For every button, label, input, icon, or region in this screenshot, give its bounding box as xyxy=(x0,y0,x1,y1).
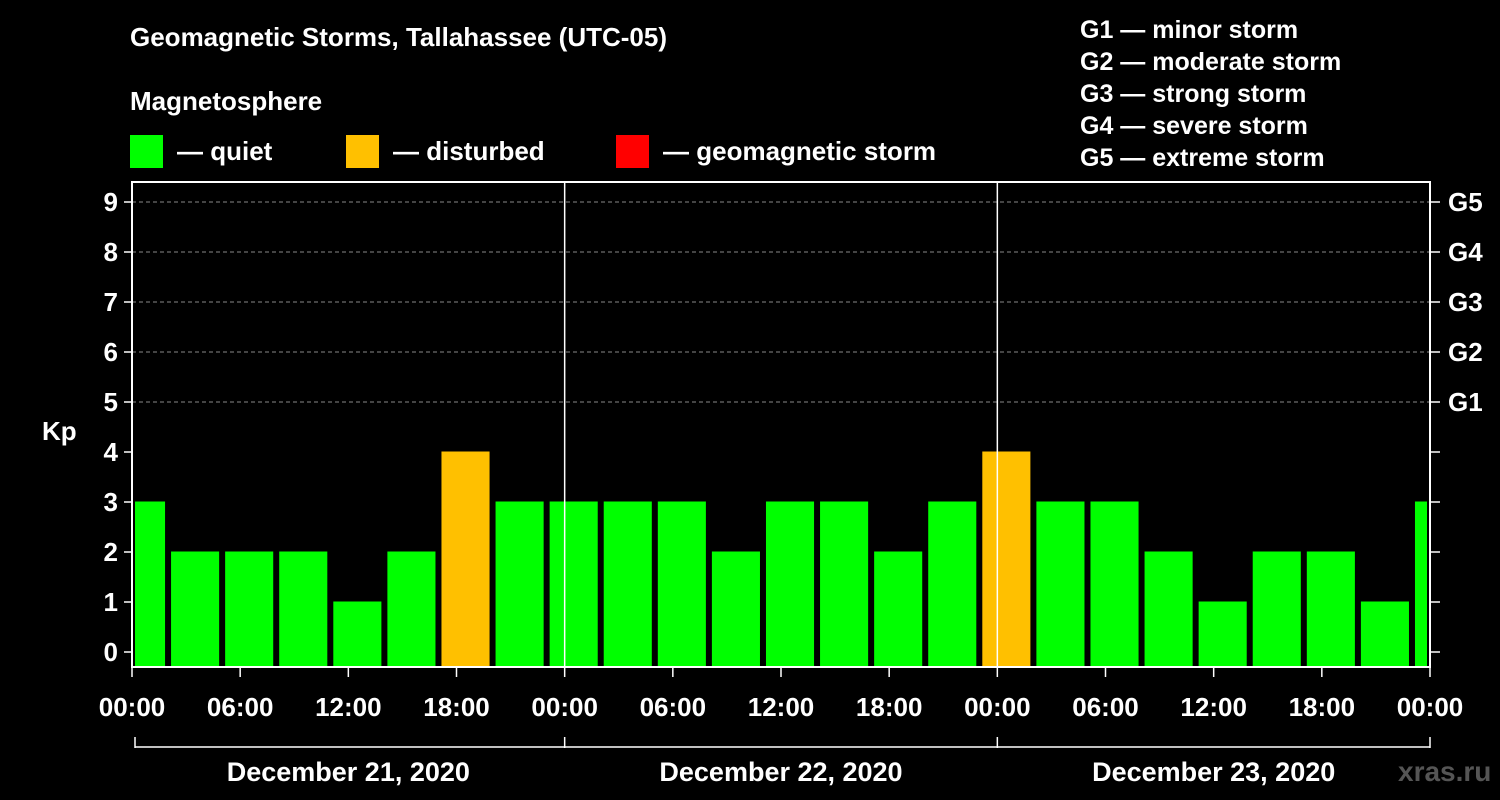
x-tick-label: 18:00 xyxy=(1289,692,1356,722)
storm-scale-g2: G2 — moderate storm xyxy=(1080,48,1342,76)
y-tick-label: 9 xyxy=(104,187,118,217)
storm-scale-g3: G3 — strong storm xyxy=(1080,80,1307,108)
g-level-label: G1 xyxy=(1448,387,1483,417)
kp-bar xyxy=(441,451,490,667)
kp-bar xyxy=(279,551,328,667)
legend-swatch-disturbed xyxy=(346,134,379,168)
g-level-label: G4 xyxy=(1448,237,1483,267)
kp-bar xyxy=(387,551,436,667)
kp-bar xyxy=(603,501,652,667)
y-tick-label: 4 xyxy=(104,437,119,467)
x-tick-label: 00:00 xyxy=(1397,692,1464,722)
kp-bar xyxy=(1360,601,1409,667)
x-tick-label: 12:00 xyxy=(315,692,382,722)
kp-bar xyxy=(1252,551,1301,667)
x-tick-label: 00:00 xyxy=(99,692,166,722)
kp-bar xyxy=(1090,501,1139,667)
legend-item-quiet: — quiet xyxy=(130,134,272,168)
kp-bar xyxy=(657,501,706,667)
kp-bar xyxy=(1198,601,1247,667)
section-title: Magnetosphere xyxy=(130,86,323,116)
y-axis-label: Kp xyxy=(42,416,77,446)
legend-label-disturbed: — disturbed xyxy=(393,135,545,166)
kp-bar xyxy=(1036,501,1085,667)
kp-bar xyxy=(820,501,869,667)
x-tick-label: 00:00 xyxy=(964,692,1031,722)
x-tick-label: 18:00 xyxy=(856,692,923,722)
g-level-label: G5 xyxy=(1448,187,1483,217)
x-tick-label: 00:00 xyxy=(531,692,598,722)
kp-bar xyxy=(549,501,598,667)
legend-label-storm: — geomagnetic storm xyxy=(663,135,937,166)
kp-bar xyxy=(1414,501,1427,667)
y-tick-label: 1 xyxy=(104,587,118,617)
x-tick-label: 18:00 xyxy=(423,692,490,722)
g-level-label: G3 xyxy=(1448,287,1483,317)
y-tick-label: 5 xyxy=(104,387,118,417)
storm-scale-g4: G4 — severe storm xyxy=(1080,112,1308,140)
kp-bar xyxy=(135,501,166,667)
x-tick-label: 12:00 xyxy=(748,692,815,722)
kp-bar xyxy=(928,501,977,667)
x-tick-label: 12:00 xyxy=(1180,692,1247,722)
y-tick-label: 2 xyxy=(104,537,118,567)
legend-item-disturbed: — disturbed xyxy=(346,134,545,168)
legend-swatch-quiet xyxy=(130,134,163,168)
kp-bar xyxy=(495,501,544,667)
y-tick-label: 6 xyxy=(104,337,118,367)
y-tick-label: 8 xyxy=(104,237,118,267)
y-tick-label: 7 xyxy=(104,287,118,317)
legend-label-quiet: — quiet xyxy=(177,135,273,166)
kp-bar xyxy=(765,501,815,667)
storm-scale-legend: G1 — minor storm G2 — moderate storm G3 … xyxy=(1080,14,1341,174)
kp-bar xyxy=(711,551,760,667)
kp-bar xyxy=(1144,551,1193,667)
day-label: December 21, 2020 xyxy=(227,757,470,787)
kp-bar xyxy=(982,451,1031,667)
day-label: December 22, 2020 xyxy=(659,757,902,787)
x-tick-label: 06:00 xyxy=(1072,692,1139,722)
kp-bar xyxy=(333,601,382,667)
y-tick-label: 3 xyxy=(104,487,118,517)
kp-bar xyxy=(225,551,274,667)
kp-bar xyxy=(1306,551,1355,667)
chart-title: Geomagnetic Storms, Tallahassee (UTC-05) xyxy=(130,22,668,52)
x-tick-label: 06:00 xyxy=(207,692,274,722)
x-tick-label: 06:00 xyxy=(640,692,707,722)
watermark: xras.ru xyxy=(1398,756,1492,787)
kp-bar xyxy=(171,551,220,667)
day-label: December 23, 2020 xyxy=(1092,757,1335,787)
y-tick-label: 0 xyxy=(104,637,118,667)
storm-scale-g5: G5 — extreme storm xyxy=(1080,144,1325,172)
legend-item-storm: — geomagnetic storm xyxy=(616,134,936,168)
storm-scale-g1: G1 — minor storm xyxy=(1080,16,1299,44)
legend-swatch-storm xyxy=(616,134,649,168)
g-level-label: G2 xyxy=(1448,337,1483,367)
kp-bar xyxy=(874,551,923,667)
